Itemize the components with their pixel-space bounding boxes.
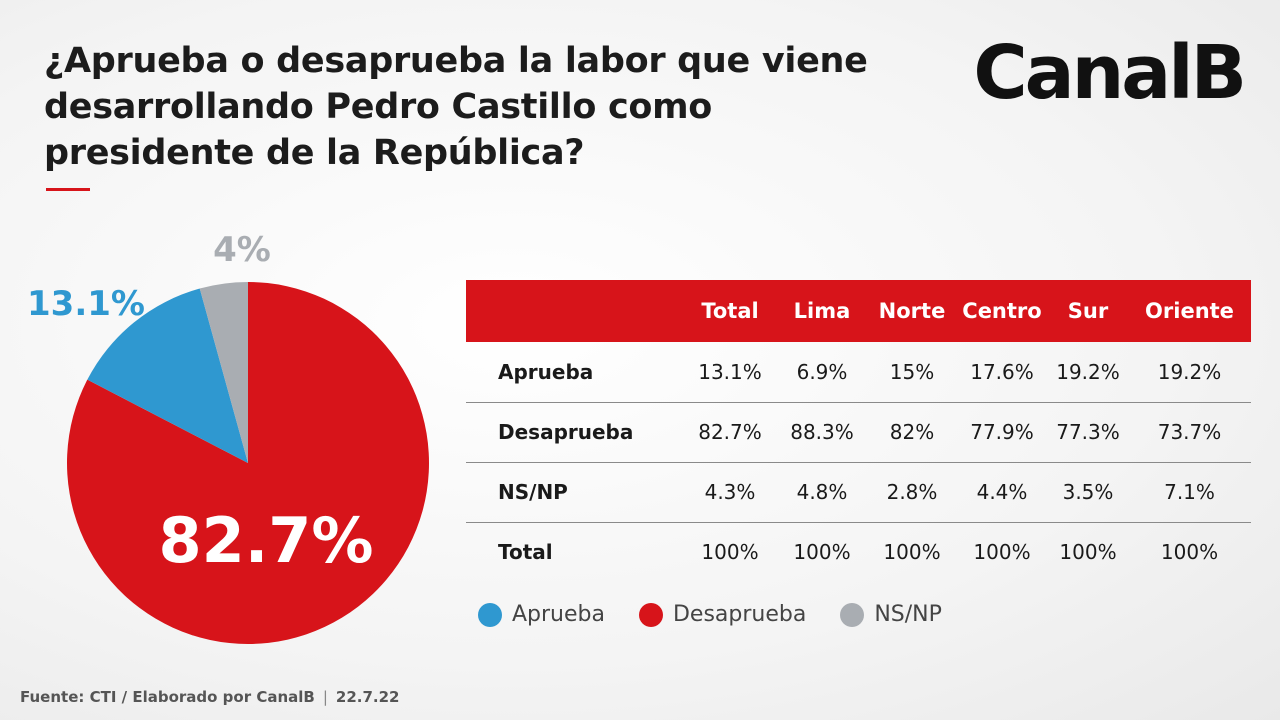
slice-label-aprueba: 13.1% (27, 284, 145, 324)
table-cell: 100% (1160, 540, 1219, 565)
table-cell: 4.4% (976, 480, 1028, 504)
table-cell: 82% (889, 420, 935, 444)
header-lima: Lima (793, 299, 851, 323)
pie-slice-aprueba (87, 288, 248, 463)
footer-separator: | (322, 688, 328, 706)
table-cell: 4.8% (796, 480, 848, 504)
table-row-aprueba: Aprueba 13.1% 6.9% 15% 17.6% 19.2% 19.2% (466, 342, 1251, 402)
title-accent-line (46, 188, 90, 191)
source-footer: Fuente: CTI / Elaborado por CanalB | 22.7.… (20, 688, 400, 706)
table-cell: 77.9% (970, 420, 1034, 444)
footer-date: 22.7.22 (335, 688, 400, 706)
table-row-desaprueba: Desaprueba 82.7% 88.3% 82% 77.9% 77.3% 7… (466, 402, 1251, 462)
legend-dot-desaprueba (638, 602, 663, 627)
table-cell: 100% (883, 540, 941, 565)
table-cell: 82.7% (698, 420, 762, 444)
row-label: Total (498, 540, 553, 565)
header-oriente: Oriente (1145, 299, 1234, 323)
table-cell: 88.3% (790, 420, 854, 444)
table-cell: 2.8% (886, 480, 938, 504)
row-label: NS/NP (498, 480, 568, 504)
slice-label-nsnp: 4% (213, 230, 271, 270)
header-norte: Norte (878, 299, 946, 323)
header-empty (466, 280, 684, 342)
legend-item-aprueba: Aprueba (478, 602, 605, 627)
table-row-nsnp: NS/NP 4.3% 4.8% 2.8% 4.4% 3.5% 7.1% (466, 462, 1251, 522)
row-label: Aprueba (498, 359, 594, 384)
legend-item-nsnp: NS/NP (840, 602, 942, 627)
legend-item-desaprueba: Desaprueba (638, 602, 807, 627)
table-cell: 77.3% (1056, 420, 1120, 444)
legend-label: NS/NP (874, 602, 942, 627)
pie-slice-desaprueba (67, 282, 430, 644)
header-centro: Centro (962, 299, 1042, 323)
table-cell: 7.1% (1164, 480, 1215, 504)
results-table-container: Total Lima Norte Centro Sur Oriente Apru… (466, 280, 1251, 582)
legend-label: Aprueba (512, 602, 605, 627)
table-cell: 15% (889, 359, 935, 384)
table-cell: 100% (701, 540, 759, 565)
table-cell: 73.7% (1157, 420, 1222, 444)
table-cell: 19.2% (1157, 359, 1222, 384)
slice-label-desaprueba: 82.7% (158, 504, 373, 577)
table-cell: 13.1% (698, 359, 762, 384)
results-table: Total Lima Norte Centro Sur Oriente Apru… (466, 280, 1251, 582)
table-cell: 6.9% (796, 359, 848, 384)
legend-dot-nsnp (840, 602, 865, 627)
row-label: Desaprueba (498, 420, 634, 444)
table-cell: 100% (1059, 540, 1117, 565)
chart-title: ¿Aprueba o desaprueba la labor que viene… (44, 41, 868, 173)
table-header-row: Total Lima Norte Centro Sur Oriente (466, 280, 1251, 342)
canalb-logo: CanalB (973, 30, 1247, 116)
table-cell: 100% (973, 540, 1031, 565)
table-cell: 100% (793, 540, 851, 565)
pie-slice-nsnp (199, 282, 248, 463)
table-cell: 19.2% (1056, 359, 1120, 384)
legend-dot-aprueba (478, 602, 502, 627)
chart-legend: Aprueba Desaprueba NS/NP (478, 602, 942, 627)
legend-label: Desaprueba (672, 602, 807, 627)
table-cell: 4.3% (704, 480, 756, 504)
table-cell: 3.5% (1062, 480, 1114, 504)
header-total: Total (701, 299, 759, 323)
table-row-total: Total 100% 100% 100% 100% 100% 100% (466, 522, 1251, 582)
header-sur: Sur (1067, 299, 1109, 323)
table-cell: 17.6% (970, 359, 1034, 384)
source-text: Fuente: CTI / Elaborado por CanalB (20, 688, 315, 706)
